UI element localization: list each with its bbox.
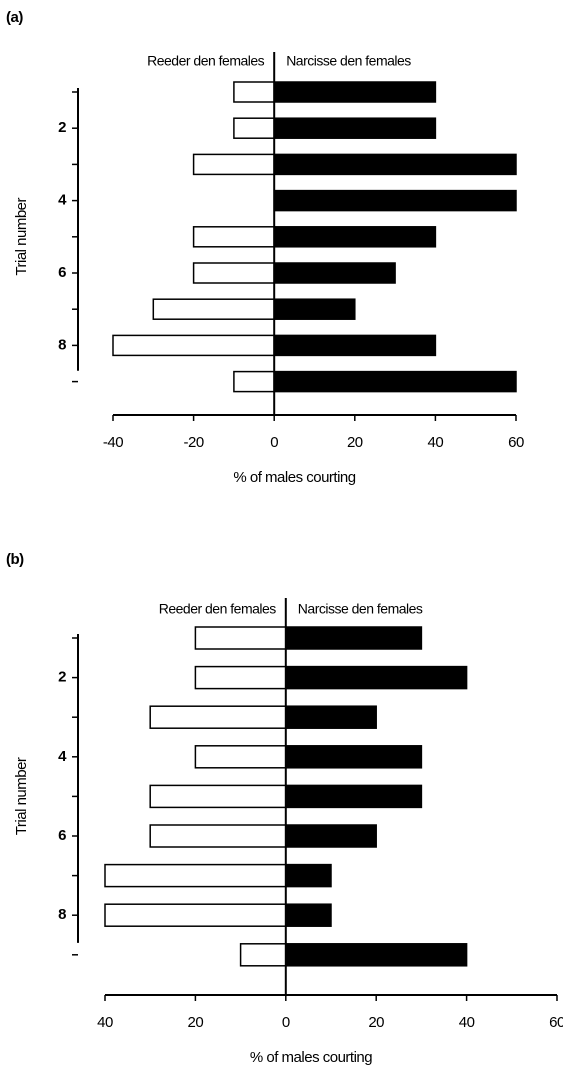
bar xyxy=(233,117,275,139)
series-header: Narcisse den females xyxy=(298,601,423,617)
x-axis-label: % of males courting xyxy=(250,1049,372,1066)
bar xyxy=(285,745,423,769)
y-axis-label: Trial number xyxy=(13,197,30,275)
bar xyxy=(239,943,287,967)
bar xyxy=(104,863,287,888)
bar xyxy=(273,81,437,103)
bar xyxy=(149,784,287,809)
x-tick-label: 20 xyxy=(188,1014,204,1031)
y-tick-label: 4 xyxy=(58,192,67,209)
bar xyxy=(273,226,437,248)
bar xyxy=(285,824,377,848)
bar xyxy=(273,334,437,357)
bar xyxy=(104,903,287,927)
y-axis-label: Trial number xyxy=(13,757,30,835)
x-tick-label: 60 xyxy=(508,434,524,451)
y-tick-label: 8 xyxy=(58,336,66,353)
x-tick-label: -40 xyxy=(103,434,123,451)
y-tick-label: 2 xyxy=(58,119,66,136)
bar xyxy=(152,298,275,320)
y-tick-label: 2 xyxy=(58,669,66,686)
bar xyxy=(285,626,423,650)
bar xyxy=(233,81,275,103)
bar xyxy=(192,226,275,248)
bar xyxy=(194,626,287,650)
bar xyxy=(285,863,332,888)
panel-label: (b) xyxy=(6,551,24,568)
bar xyxy=(273,153,517,176)
x-tick-label: 20 xyxy=(347,434,363,451)
series-header: Reeder den females xyxy=(147,53,265,69)
bar xyxy=(273,262,396,284)
x-tick-label: 40 xyxy=(97,1014,113,1031)
series-header: Reeder den females xyxy=(159,601,277,617)
y-tick-label: 4 xyxy=(58,748,67,765)
bar xyxy=(273,298,356,320)
bar xyxy=(273,189,517,212)
bar xyxy=(273,370,517,393)
bar xyxy=(285,784,423,809)
x-tick-label: 40 xyxy=(428,434,444,451)
bar xyxy=(273,117,437,139)
bar xyxy=(233,370,275,393)
y-tick-label: 6 xyxy=(58,264,66,281)
x-tick-label: 20 xyxy=(368,1014,384,1031)
y-tick-label: 8 xyxy=(58,906,66,923)
bar xyxy=(194,665,287,690)
bar xyxy=(285,903,332,927)
x-tick-label: 40 xyxy=(459,1014,475,1031)
bar xyxy=(285,665,468,690)
y-tick-label: 6 xyxy=(58,827,66,844)
bar xyxy=(149,705,287,729)
x-tick-label: 0 xyxy=(270,434,278,451)
x-tick-label: 0 xyxy=(282,1014,290,1031)
series-header: Narcisse den females xyxy=(286,53,411,69)
x-axis-label: % of males courting xyxy=(233,469,355,486)
panel-label: (a) xyxy=(6,9,23,26)
bar xyxy=(112,334,275,357)
bar xyxy=(149,824,287,848)
bar xyxy=(192,262,275,284)
bar xyxy=(192,153,275,176)
x-tick-label: -20 xyxy=(184,434,204,451)
bar xyxy=(285,705,377,729)
bar xyxy=(285,943,468,967)
x-tick-label: 60 xyxy=(549,1014,563,1031)
bar xyxy=(194,745,287,769)
